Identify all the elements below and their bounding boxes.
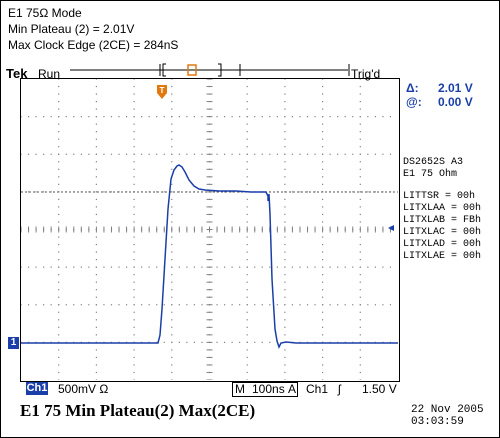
capture-time: 03:03:59 <box>411 416 464 428</box>
ch1-badge: Ch1 <box>26 382 48 395</box>
register-line: LITXLAE = 00h <box>403 251 482 262</box>
mode-title: E1 75Ω Mode <box>8 6 82 20</box>
mode-indicator: M <box>235 382 245 396</box>
acq-indicator: A <box>288 382 297 396</box>
min-plateau-readout: Min Plateau (2) = 2.01V <box>8 22 135 36</box>
run-status: Run <box>38 67 61 81</box>
device-mode: E1 75 Ohm <box>403 169 458 180</box>
trigger-status: Trig'd <box>351 67 381 81</box>
cursor-at-label: @: <box>406 95 422 109</box>
trigger-channel: Ch1 <box>306 382 329 396</box>
cursor-level-marker <box>388 225 394 231</box>
timebase-box <box>232 382 298 397</box>
graticule-grid <box>21 79 398 380</box>
volts-per-div: 500mV Ω <box>58 382 109 396</box>
register-line: LITXLAB = FBh <box>403 215 482 226</box>
scope-display <box>21 79 398 380</box>
tek-logo: Tek <box>6 66 28 81</box>
cursor-at-value: 0.00 V <box>438 95 473 109</box>
record-bar <box>70 63 350 77</box>
device-name: DS2652S A3 <box>403 157 464 168</box>
trigger-slope-icon: ʃ <box>338 382 341 396</box>
ch1-waveform-trace <box>21 164 398 349</box>
trigger-position-icon: T <box>157 85 167 99</box>
max-clock-edge-readout: Max Clock Edge (2CE) = 284nS <box>8 38 179 52</box>
cursor-delta-value: 2.01 V <box>438 81 473 95</box>
ch1-ground-marker: 1 <box>8 337 19 349</box>
register-line: LITTSR = 00h <box>403 191 476 202</box>
register-line: LITXLAC = 00h <box>403 227 482 238</box>
time-per-div: 100ns <box>252 382 285 396</box>
capture-date: 22 Nov 2005 <box>411 404 484 416</box>
figure-caption: E1 75 Min Plateau(2) Max(2CE) <box>20 401 256 420</box>
svg-text:T: T <box>160 86 165 95</box>
register-line: LITXLAA = 00h <box>403 203 482 214</box>
cursor-delta-label: Δ: <box>406 81 419 95</box>
trigger-level: 1.50 V <box>362 382 397 396</box>
register-line: LITXLAD = 00h <box>403 239 482 250</box>
